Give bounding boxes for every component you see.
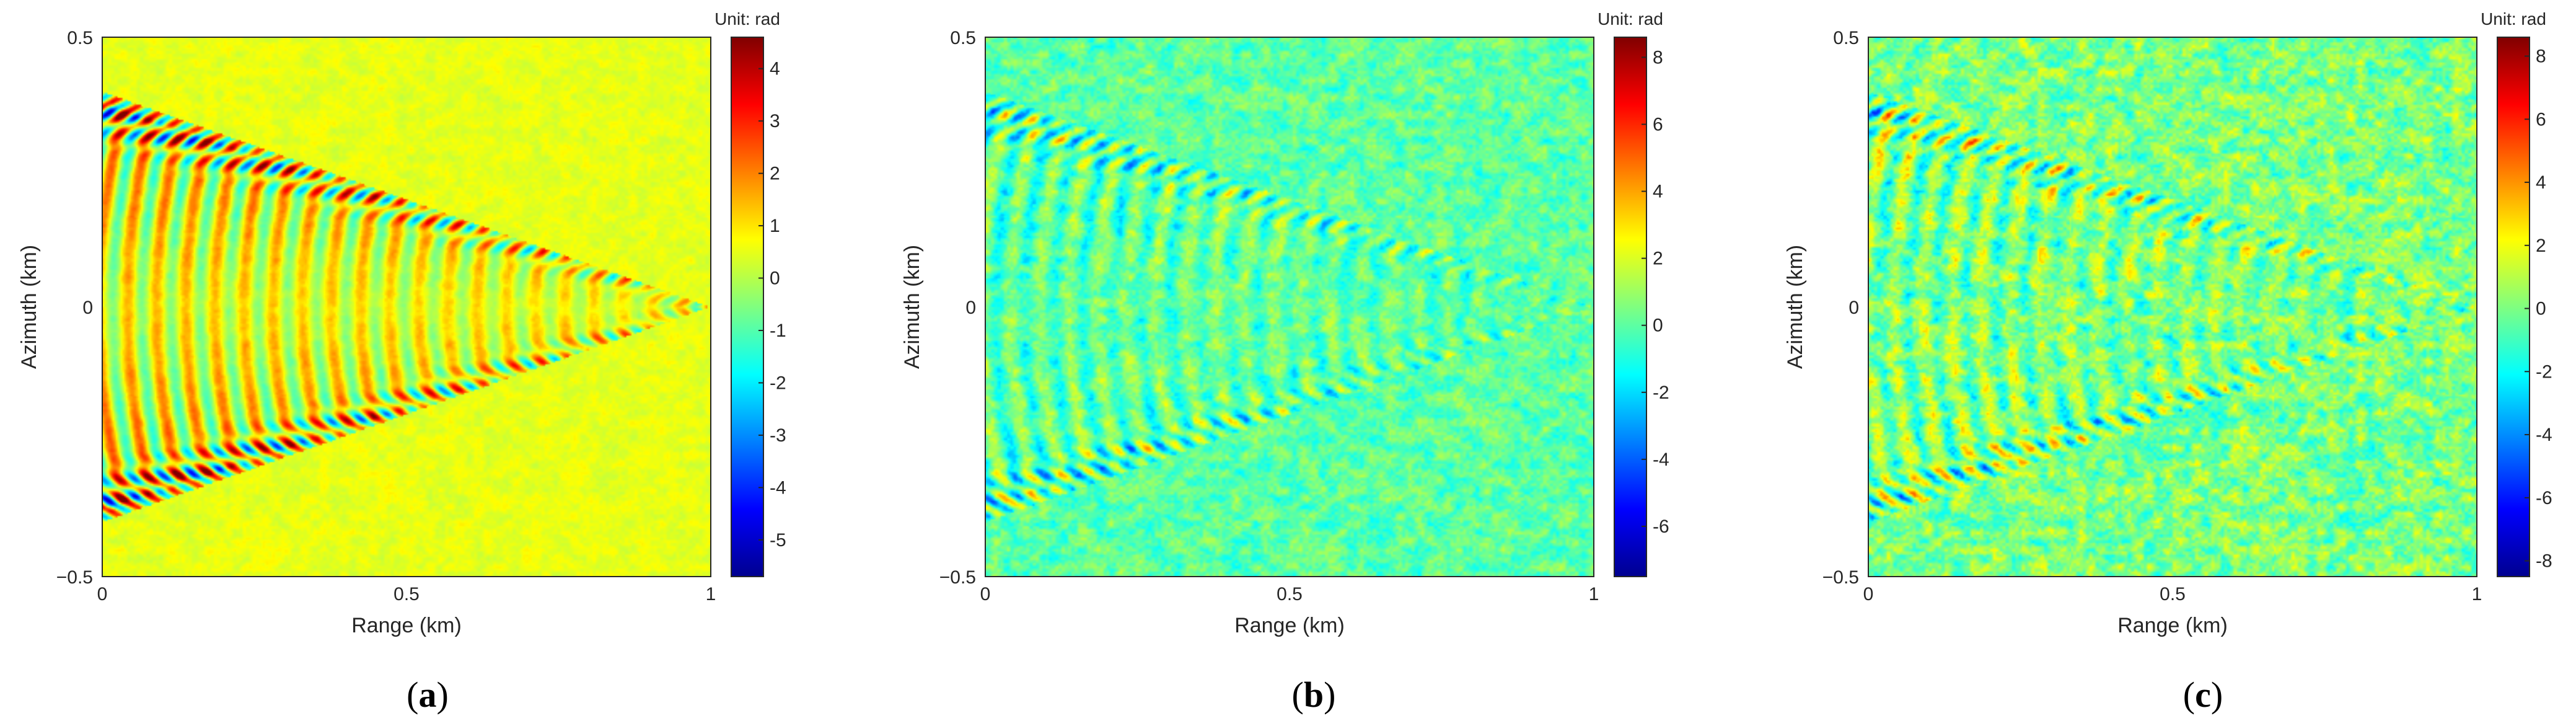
colorbar-tick-label: -1: [770, 321, 786, 341]
caption-b: (b): [1292, 675, 1336, 715]
colorbar-c: [2497, 37, 2530, 577]
xlabel-b: Range (km): [1234, 614, 1345, 637]
ylabel-b: Azimuth (km): [900, 245, 924, 369]
heatmap-a: [102, 37, 711, 577]
colorbar-tick-label: -2: [2536, 361, 2552, 382]
colorbar-tick-label: -4: [2536, 425, 2552, 445]
ytick-c-top: 0.5: [1833, 28, 1859, 48]
panel-b: 0.5 0 −0.5 0 0.5 1 Range (km) Azimuth (k…: [900, 9, 1669, 637]
colorbar-tick-label: 4: [2536, 172, 2546, 193]
colorbar-tick-label: -2: [770, 373, 786, 393]
colorbar-ticks-a: 4 3 2 1 0 -1 -2 -3 -4 -5: [758, 59, 786, 551]
xtick-c-0: 0: [1863, 584, 1874, 604]
colorbar-tick-label: 2: [1653, 249, 1663, 269]
colorbar-tick-label: 0: [1653, 316, 1663, 336]
colorbar-tick-label: 0: [770, 268, 780, 289]
colorbar-tick-label: -4: [1653, 449, 1669, 470]
xlabel-c: Range (km): [2117, 614, 2228, 637]
caption-c: (c): [2183, 675, 2223, 715]
ytick-a-bot: −0.5: [56, 567, 93, 588]
ytick-b-mid: 0: [965, 298, 976, 318]
colorbar-tick-label: -2: [1653, 383, 1669, 403]
colorbar-ticks-c: 8 6 4 2 0 -2 -4 -6 -8: [2525, 46, 2552, 572]
colorbar-tick-label: 6: [2536, 109, 2546, 130]
colorbar-tick-label: -8: [2536, 551, 2552, 572]
colorbar-tick-label: -6: [2536, 488, 2552, 508]
colorbar-tick-label: 8: [1653, 47, 1663, 68]
ytick-a-top: 0.5: [67, 28, 93, 48]
colorbar-tick-label: 6: [1653, 114, 1663, 135]
ytick-a-mid: 0: [82, 298, 93, 318]
colorbar-tick-label: -3: [770, 425, 786, 446]
xtick-b-half: 0.5: [1277, 584, 1303, 604]
ylabel-c: Azimuth (km): [1783, 245, 1807, 369]
colorbar-tick-label: 8: [2536, 46, 2546, 67]
colorbar-tick-label: 4: [770, 59, 780, 79]
ytick-b-bot: −0.5: [939, 567, 976, 588]
colorbar-tick-label: 3: [770, 111, 780, 131]
plot-frame-c: [1868, 37, 2477, 577]
panel-c: 0.5 0 −0.5 0 0.5 1 Range (km) Azimuth (k…: [1783, 9, 2552, 637]
heatmap-c: [1868, 37, 2477, 577]
plot-frame-b: [985, 37, 1594, 577]
colorbar-tick-label: 0: [2536, 299, 2546, 319]
xtick-b-1: 1: [1589, 584, 1599, 604]
heatmap-b: [985, 37, 1594, 577]
xtick-a-half: 0.5: [393, 584, 420, 604]
ytick-c-mid: 0: [1848, 298, 1859, 318]
colorbar-ticks-b: 8 6 4 2 0 -2 -4 -6: [1642, 47, 1669, 537]
xtick-b-0: 0: [980, 584, 991, 604]
plot-frame-a: [102, 37, 711, 577]
ytick-c-bot: −0.5: [1822, 567, 1859, 588]
ylabel-a: Azimuth (km): [17, 245, 41, 369]
colorbar-tick-label: 4: [1653, 182, 1663, 202]
xtick-a-1: 1: [706, 584, 716, 604]
xtick-c-1: 1: [2472, 584, 2482, 604]
panel-a: 0.5 0 −0.5 0 0.5 1 Range (km) Azimuth (k…: [17, 9, 786, 637]
xlabel-a: Range (km): [351, 614, 462, 637]
colorbar-b: [1614, 37, 1647, 577]
colorbar-unit-c: Unit: rad: [2481, 9, 2546, 29]
caption-a: (a): [407, 675, 449, 715]
colorbar-tick-label: -5: [770, 530, 786, 551]
colorbar-unit-a: Unit: rad: [714, 9, 780, 29]
colorbar-tick-label: 1: [770, 216, 780, 236]
xtick-a-0: 0: [97, 584, 108, 604]
colorbar-a: [731, 37, 764, 577]
colorbar-tick-label: -4: [770, 477, 786, 498]
colorbar-tick-label: 2: [770, 164, 780, 184]
ytick-b-top: 0.5: [950, 28, 976, 48]
colorbar-tick-label: -6: [1653, 516, 1669, 537]
xtick-c-half: 0.5: [2160, 584, 2186, 604]
colorbar-tick-label: 2: [2536, 236, 2546, 256]
colorbar-unit-b: Unit: rad: [1598, 9, 1663, 29]
